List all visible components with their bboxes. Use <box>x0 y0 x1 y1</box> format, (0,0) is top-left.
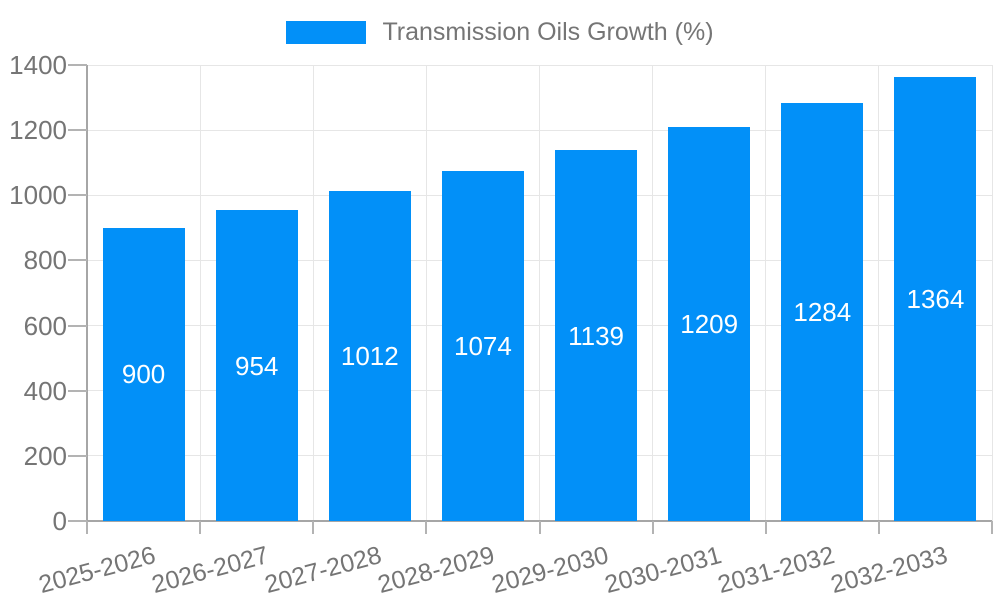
bar-value-label: 1284 <box>793 296 852 327</box>
gridline-vertical <box>765 65 767 521</box>
legend: Transmission Oils Growth (%) <box>0 19 1000 45</box>
y-tick <box>68 324 87 327</box>
bar <box>328 191 411 521</box>
gridline-vertical <box>199 65 201 521</box>
gridline-vertical <box>425 65 427 521</box>
bar <box>781 102 864 521</box>
x-tick <box>86 521 88 534</box>
gridline-vertical <box>991 65 993 521</box>
bar-value-label: 1074 <box>454 331 512 362</box>
bar <box>102 227 185 521</box>
x-tick <box>538 521 541 534</box>
gridline-vertical <box>878 65 880 521</box>
y-tick-label: 1000 <box>9 180 67 211</box>
x-tick-label: 2031-2032 <box>714 541 838 600</box>
legend-label[interactable]: Transmission Oils Growth (%) <box>382 18 714 46</box>
bar-value-label: 1209 <box>680 309 739 340</box>
gridline-vertical <box>652 65 654 521</box>
x-tick <box>991 521 993 534</box>
y-tick <box>68 64 87 66</box>
y-axis-line <box>86 65 88 534</box>
bar-value-label: 1012 <box>340 341 399 372</box>
y-tick <box>68 454 87 457</box>
bar <box>668 127 751 521</box>
y-tick-label: 0 <box>52 506 67 536</box>
x-tick-label: 2029-2030 <box>488 541 612 600</box>
y-tick-label: 200 <box>23 440 67 471</box>
x-tick-label: 2026-2027 <box>148 541 272 600</box>
gridline-vertical <box>539 65 540 521</box>
gridline-vertical <box>312 65 314 521</box>
x-tick-label: 2025-2026 <box>35 541 159 600</box>
y-tick <box>68 259 87 262</box>
x-tick <box>764 521 767 534</box>
x-tick <box>199 521 202 534</box>
legend-swatch-icon[interactable] <box>286 20 367 44</box>
x-tick <box>651 521 654 534</box>
y-tick-label: 1200 <box>9 115 67 146</box>
x-tick-label: 2030-2031 <box>601 541 725 600</box>
x-tick-label: 2028-2029 <box>375 541 498 600</box>
bar-value-label: 1139 <box>568 320 625 351</box>
bar <box>441 171 524 521</box>
bar-value-label: 1364 <box>906 283 965 314</box>
y-tick <box>68 194 87 197</box>
bar-value-label: 900 <box>121 359 166 390</box>
y-tick-label: 1400 <box>9 50 67 80</box>
x-tick <box>312 521 315 534</box>
y-tick <box>68 129 87 132</box>
bar <box>555 150 638 521</box>
y-tick-label: 600 <box>23 310 67 341</box>
bar-value-label: 954 <box>234 350 279 381</box>
x-tick-label: 2032-2033 <box>827 541 951 600</box>
y-tick-label: 800 <box>23 245 67 276</box>
y-tick-label: 400 <box>23 375 67 406</box>
bar <box>215 210 298 521</box>
y-tick <box>68 520 87 522</box>
x-tick <box>877 521 880 534</box>
x-tick <box>425 521 428 534</box>
y-tick <box>68 389 87 392</box>
x-tick-label: 2027-2028 <box>262 541 385 600</box>
bar <box>894 76 977 521</box>
